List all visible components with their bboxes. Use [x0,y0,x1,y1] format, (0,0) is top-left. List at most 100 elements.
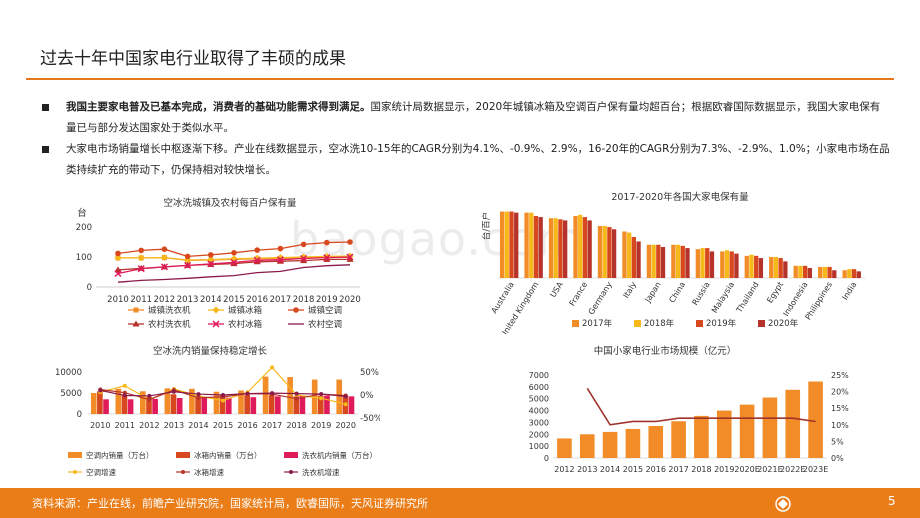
growth-point [122,390,127,395]
bullet-square-icon [42,104,49,111]
growth-point [294,391,299,396]
bar [749,254,754,278]
y-tick-label: 100 [76,253,92,263]
legend-label: 洗衣机内销量（万台） [302,450,377,460]
growth-point [270,391,275,396]
bar [695,249,700,278]
x-tick-label: 2016 [246,295,268,305]
legend-label: 洗衣机增速 [302,467,340,477]
bar [758,258,764,278]
data-point [207,260,215,268]
data-point [160,254,168,262]
x-tick-label: 2013 [577,465,597,474]
bar [700,248,705,278]
y-axis-label: 台 [77,207,87,219]
bar [636,241,641,278]
page-number: 5 [888,494,896,508]
growth-point [196,392,201,397]
bar [597,225,603,278]
y-axis-label: 台/百户 [481,212,492,240]
bar [499,211,505,278]
data-point [114,269,122,278]
bar [651,244,656,278]
bar [176,398,183,414]
legend-label: 2017年 [582,318,613,329]
data-point [300,254,308,263]
x-tick-label: 2012 [554,465,574,474]
data-point [276,254,284,262]
data-point [300,257,308,264]
bar [514,212,519,278]
x-tick-label: 2014 [188,421,208,430]
legend-swatch [176,452,190,458]
bar [724,250,730,278]
bar [818,266,823,278]
bar [856,271,861,278]
growth-line [586,387,816,426]
bar [293,396,300,414]
bar [671,421,686,458]
y-tick-label: 4000 [529,407,549,416]
bar [250,397,257,414]
chart-title: 空冰洗城镇及农村每百户保有量 [163,197,297,209]
bar [553,218,558,278]
bar [744,255,749,278]
y-tick-label: 0 [77,410,82,420]
bar [729,251,734,278]
bar [783,261,788,278]
growth-point [147,393,152,398]
bar [626,232,632,278]
growth-point [122,393,127,398]
x-tick-label: 2022E [780,465,805,474]
bar [336,379,343,414]
bar [625,428,641,458]
x-tick-label: 2023E [803,465,828,474]
footer-bar: 资料来源：产业在线，前瞻产业研究院，国家统计局，欧睿国际，天风证券研究所 5 [0,488,920,518]
x-tick-label: 2010 [107,295,129,305]
bar [832,270,837,278]
bar [785,389,801,458]
growth-point [270,365,275,370]
x-tick-label: USA [548,280,565,299]
chart-title: 空冰洗内销量保持稳定增长 [153,345,268,357]
bar [170,394,177,414]
bar [720,251,725,278]
data-point [254,247,260,253]
bar [324,395,330,414]
legend-label: 农村空调 [308,319,342,330]
bar [90,393,97,414]
data-point [137,254,145,262]
bar [504,211,509,278]
domestic-sales-chart: 空冰洗内销量保持稳定增长 0 5000 10000 -50% 0% 50% 2010 2011 2… [55,345,380,477]
legend-label: 冰箱内销量（万台） [194,450,262,460]
page-title: 过去十年中国家电行业取得了丰硕的成果 [40,49,346,69]
legend-marker [132,320,140,327]
x-tick-label: Egypt [765,280,785,304]
y-tick-label: 200 [76,223,92,233]
bar [558,219,563,278]
bullet-item: 大家电市场销量增长中枢逐渐下移。产业在线数据显示，空冰洗10-15年的CAGR分… [40,139,890,181]
bar [587,220,592,278]
legend-label: 冰箱增速 [194,467,224,477]
growth-point [221,393,225,397]
bar [694,415,709,458]
bar [656,244,661,278]
x-tick-label: Thailand [734,280,760,315]
bar [807,268,812,278]
bar [189,388,195,414]
bar [348,396,355,414]
bar [524,212,529,278]
x-tick-label: 2010 [90,421,110,430]
bar [152,398,158,414]
data-point [137,265,145,273]
x-tick-label: 2015 [213,421,233,430]
source-note: 资料来源：产业在线，前瞻产业研究院，国家统计局，欧睿国际，天风证券研究所 [32,497,428,510]
bar [671,244,676,278]
legend-marker [181,470,185,474]
chart-title: 2017-2020年各国大家电保有量 [611,191,749,203]
bullet-text: 大家电市场销量增长中枢逐渐下移。产业在线数据显示，空冰洗10-15年的CAGR分… [66,143,890,176]
bar [769,256,774,278]
bar [140,391,146,414]
bar [607,227,612,278]
